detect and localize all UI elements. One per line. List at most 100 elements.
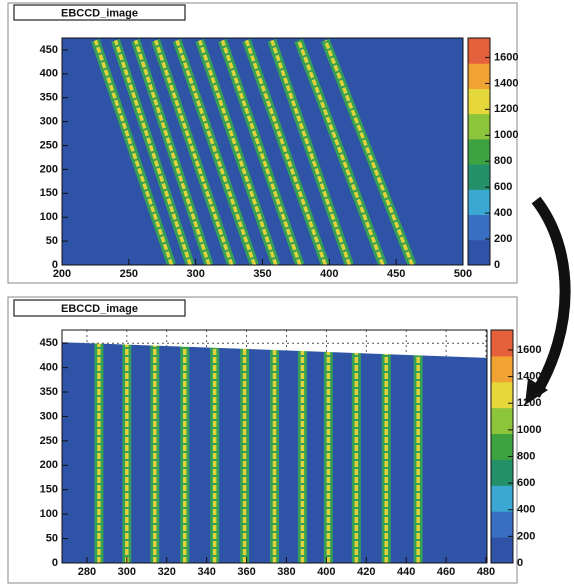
colorbar-tick-label: 1200 <box>517 397 541 409</box>
colorbar-tick-label: 400 <box>517 504 535 516</box>
colorbar-bin <box>468 189 490 216</box>
stripe <box>294 38 388 265</box>
colorbar-bin <box>468 214 490 241</box>
title-box <box>13 299 186 317</box>
x-tick-label: 500 <box>454 268 472 280</box>
colorbar-bin <box>491 485 513 512</box>
stripe <box>172 38 259 265</box>
y-tick-label: 350 <box>40 92 58 104</box>
stripe-core <box>153 39 234 265</box>
colorbar-tick-label: 1600 <box>517 344 541 356</box>
colorbar-bin <box>468 138 490 165</box>
chart-title: EBCCD_image <box>61 7 138 19</box>
stripe-core <box>323 39 414 265</box>
colorbar-bin <box>491 459 513 486</box>
chart-title: EBCCD_image <box>61 303 138 315</box>
curved-arrow <box>530 196 571 398</box>
stripe <box>242 38 330 265</box>
plot-frame <box>61 329 488 564</box>
colorbar-tick-label: 1400 <box>517 371 541 383</box>
x-tick-label: 350 <box>253 268 271 280</box>
colorbar-bin <box>491 511 513 538</box>
x-tick-label: 440 <box>397 566 415 578</box>
x-tick-label: 300 <box>186 268 204 280</box>
colorbar-tick-label: 600 <box>517 477 535 489</box>
x-tick-label: 460 <box>437 566 455 578</box>
y-tick-label: 0 <box>52 259 58 271</box>
y-tick-label: 250 <box>40 139 58 151</box>
x-tick-label: 380 <box>277 566 295 578</box>
y-tick-label: 200 <box>40 163 58 175</box>
x-tick-label: 320 <box>158 566 176 578</box>
colorbar-bin <box>491 330 513 357</box>
colorbar-tick-label: 1600 <box>494 51 518 63</box>
y-tick-label: 50 <box>46 532 58 544</box>
colorbar-tick-label: 600 <box>494 181 512 193</box>
y-tick-label: 400 <box>40 362 58 374</box>
colorbar-bin <box>491 537 513 564</box>
x-tick-label: 480 <box>477 566 495 578</box>
y-tick-label: 100 <box>40 211 58 223</box>
x-tick-label: 300 <box>118 566 136 578</box>
x-tick-label: 360 <box>237 566 255 578</box>
stripe-core <box>113 39 192 265</box>
x-tick-label: 250 <box>120 268 138 280</box>
y-tick-label: 200 <box>40 459 58 471</box>
colorbar-bin <box>491 381 513 409</box>
y-tick-label: 400 <box>40 68 58 80</box>
colorbar-tick-label: 1400 <box>494 77 518 89</box>
stripe <box>218 38 305 265</box>
x-tick-label: 200 <box>53 268 71 280</box>
y-tick-label: 450 <box>40 44 58 56</box>
colorbar-tick-label: 0 <box>494 259 500 271</box>
colorbar-bin <box>468 239 490 266</box>
colorbar-bin <box>491 407 513 435</box>
colorbar-tick-label: 800 <box>517 450 535 462</box>
grid <box>62 330 487 358</box>
colorbar-tick-label: 400 <box>494 207 512 219</box>
y-tick-label: 450 <box>40 337 58 349</box>
colorbar-bin <box>468 164 490 190</box>
colorbar-bin <box>468 88 490 115</box>
colorbar-frame <box>490 329 514 564</box>
colorbar-tick-label: 0 <box>517 557 523 569</box>
colorbar-bin <box>468 38 490 64</box>
y-tick-label: 300 <box>40 116 58 128</box>
colorbar-tick-label: 1200 <box>494 103 518 115</box>
colorbar-tick-label: 800 <box>494 155 512 167</box>
colorbar-bin <box>468 113 490 140</box>
y-tick-label: 300 <box>40 410 58 422</box>
x-tick-label: 450 <box>387 268 405 280</box>
x-tick-label: 280 <box>78 566 96 578</box>
plot-area <box>62 38 463 265</box>
x-tick-label: 400 <box>320 268 338 280</box>
x-tick-label: 400 <box>317 566 335 578</box>
colorbar-bin <box>491 433 513 460</box>
y-tick-label: 50 <box>46 235 58 247</box>
curved-arrow-head <box>525 378 548 405</box>
title-box <box>13 4 186 21</box>
colorbar-tick-label: 200 <box>517 530 535 542</box>
empty-region <box>62 330 487 358</box>
y-tick-label: 350 <box>40 386 58 398</box>
stripe-core <box>93 39 174 265</box>
colorbar-tick-label: 1000 <box>517 424 541 436</box>
stripe-core <box>133 39 211 265</box>
colorbar-frame <box>467 37 491 266</box>
x-tick-label: 340 <box>197 566 215 578</box>
y-tick-label: 250 <box>40 435 58 447</box>
y-tick-label: 150 <box>40 187 58 199</box>
colorbar-bin <box>468 63 490 89</box>
x-tick-label: 420 <box>357 566 375 578</box>
y-tick-label: 0 <box>52 557 58 569</box>
colorbar-tick-label: 200 <box>494 233 512 245</box>
colorbar-tick-label: 1000 <box>494 129 518 141</box>
panel: EBCCD_image 280 300 320 340 360 380 400 420 440 46… <box>7 296 541 584</box>
y-tick-label: 150 <box>40 484 58 496</box>
plot-area <box>62 330 487 563</box>
colorbar-bin <box>491 355 513 383</box>
panel: EBCCD_image 200 250 300 350 400 450 500 0 50 100 15… <box>7 2 518 284</box>
y-tick-label: 100 <box>40 508 58 520</box>
